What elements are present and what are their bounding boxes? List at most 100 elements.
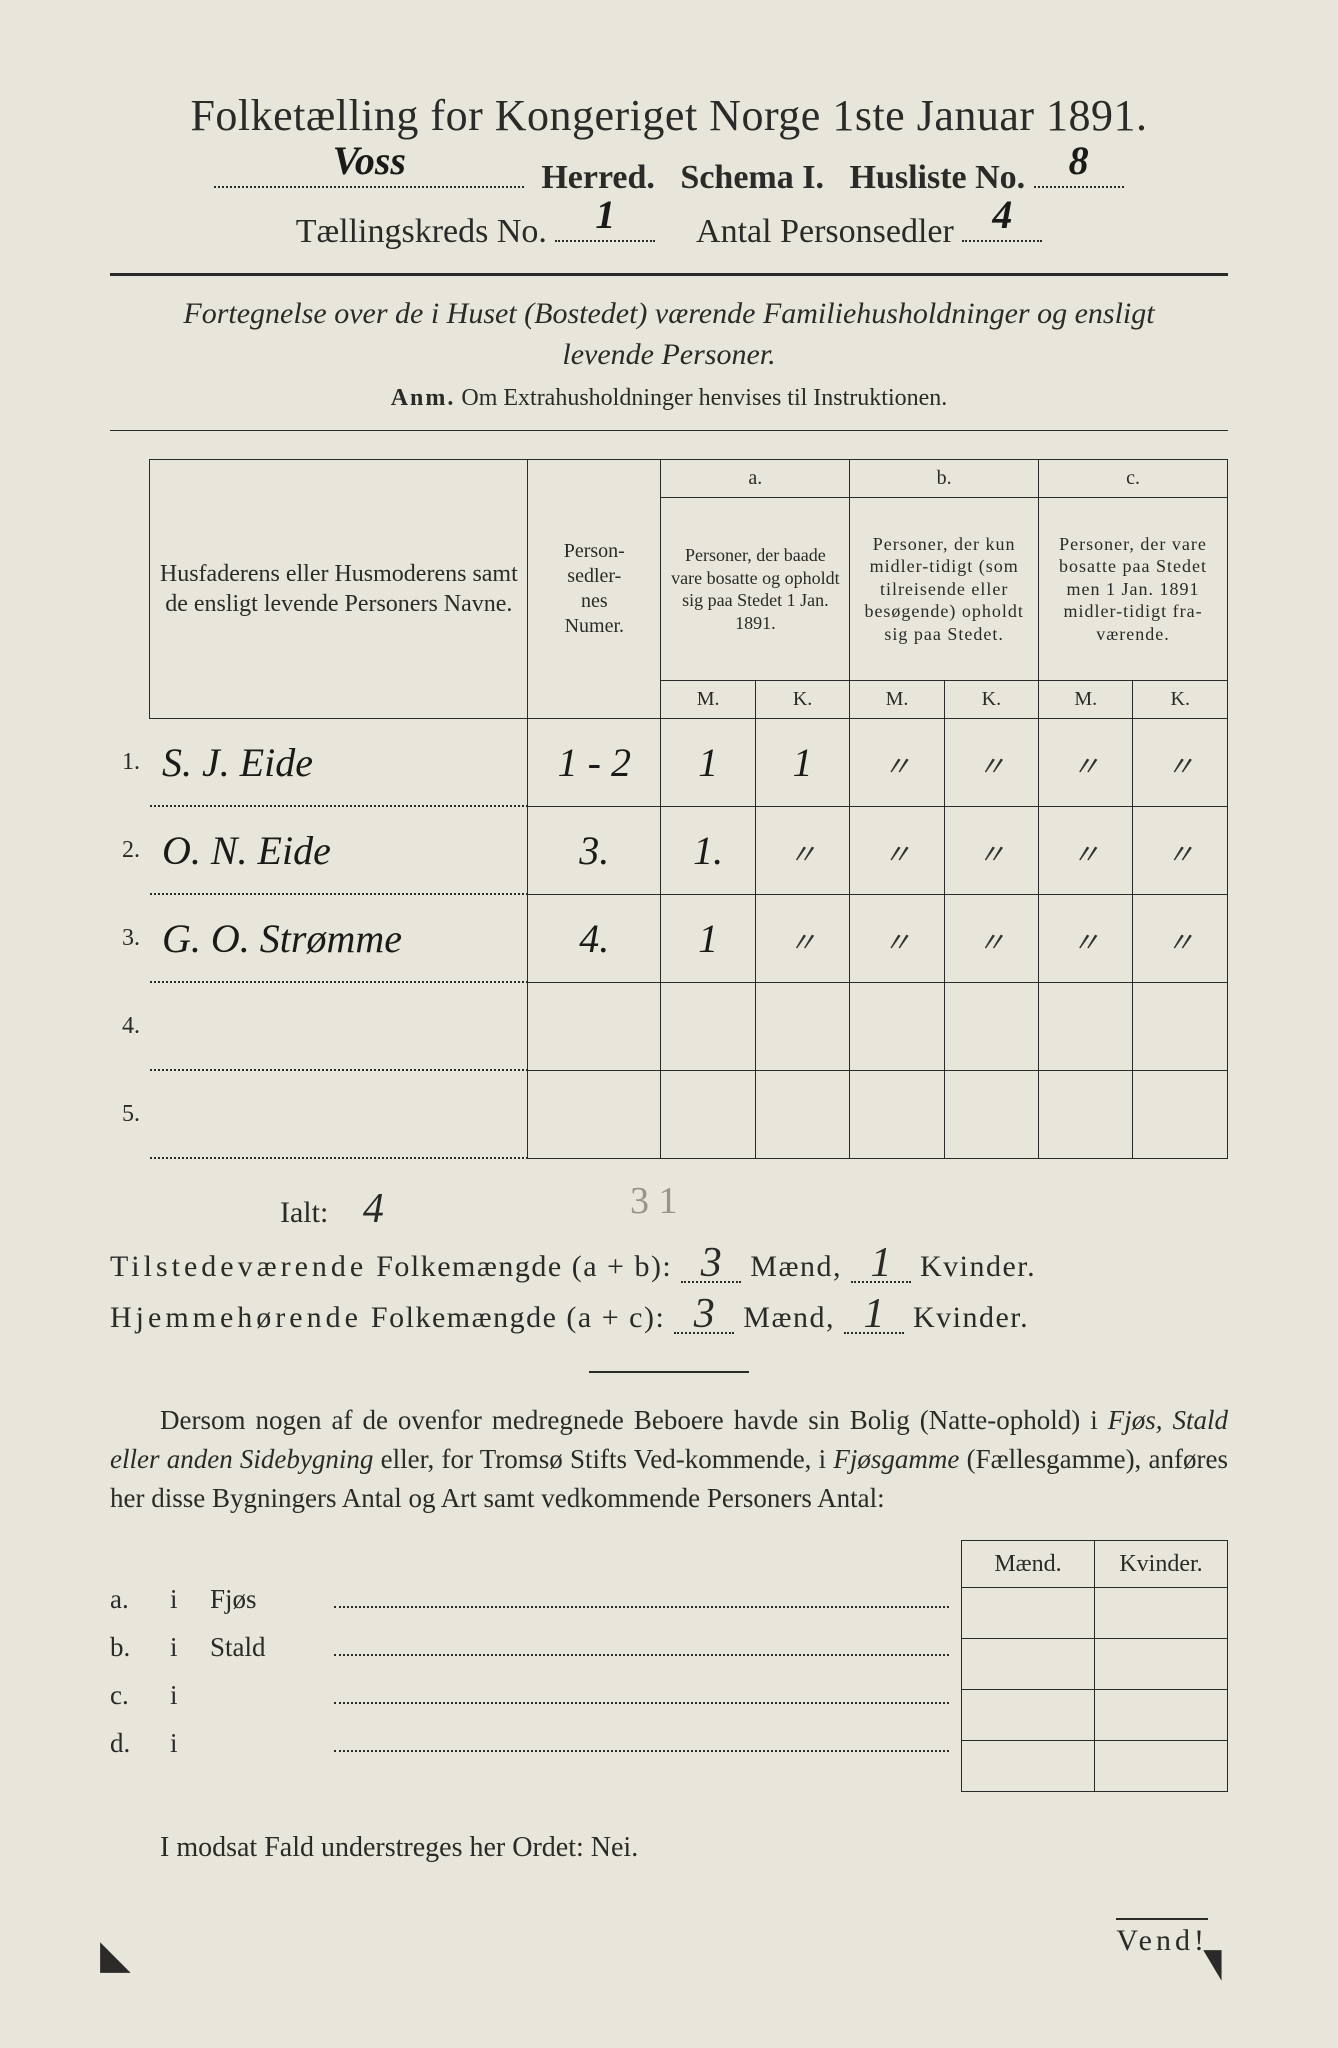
lower-lab: a. bbox=[110, 1584, 170, 1615]
lower-d-k bbox=[1095, 1741, 1228, 1792]
lower-i: i bbox=[170, 1632, 210, 1663]
a-k bbox=[755, 982, 849, 1070]
c-k bbox=[1133, 982, 1228, 1070]
th-names: Husfaderens eller Husmoderens samt de en… bbox=[150, 460, 528, 719]
b-k bbox=[944, 1070, 1038, 1158]
th-a-label: a. bbox=[661, 460, 850, 498]
lower-lab: c. bbox=[110, 1680, 170, 1711]
pencil-note: 3 1 bbox=[630, 1179, 678, 1223]
b-m: 〃 bbox=[850, 806, 944, 894]
rule-1 bbox=[110, 273, 1228, 276]
kreds-no: 1 bbox=[555, 191, 655, 238]
b-m: 〃 bbox=[850, 719, 944, 807]
lower-head-k: Kvinder. bbox=[1095, 1541, 1228, 1588]
short-divider bbox=[589, 1371, 749, 1373]
vend-label: Vend! bbox=[1116, 1918, 1208, 1958]
th-a-m: M. bbox=[661, 681, 755, 719]
c-k bbox=[1133, 1070, 1228, 1158]
c-m: 〃 bbox=[1039, 894, 1133, 982]
a-m: 1. bbox=[661, 806, 755, 894]
table-row: 3.G. O. Strømme4.1〃〃〃〃〃 bbox=[110, 894, 1228, 982]
lower-a-k bbox=[1095, 1588, 1228, 1639]
lower-row: b.iStald bbox=[110, 1632, 953, 1680]
c-m: 〃 bbox=[1039, 806, 1133, 894]
lower-dots bbox=[334, 1605, 949, 1608]
th-numer: Person- sedler- nes Numer. bbox=[528, 460, 661, 719]
ialt-value: 4 bbox=[343, 1185, 403, 1233]
main-table: Husfaderens eller Husmoderens samt de en… bbox=[110, 459, 1228, 1159]
subtitle-line1: Fortegnelse over de i Huset (Bostedet) v… bbox=[183, 297, 1154, 330]
rule-thin-1 bbox=[110, 430, 1228, 431]
anm-line: Anm. Om Extrahusholdninger henvises til … bbox=[110, 385, 1228, 412]
nei-line: I modsat Fald understreges her Ordet: Ne… bbox=[110, 1832, 1228, 1864]
subtitle-line2: levende Personer. bbox=[562, 338, 775, 371]
row-number: 1. bbox=[110, 719, 150, 807]
header-line-2: Voss Herred. Schema I. Husliste No. 8 bbox=[110, 159, 1228, 197]
name-cell bbox=[150, 1070, 528, 1158]
tilstede-line: Tilstedeværende Folkemængde (a + b): 3 M… bbox=[110, 1247, 1228, 1284]
th-c-m: M. bbox=[1039, 681, 1133, 719]
table-row: 1.S. J. Eide1 - 211〃〃〃〃 bbox=[110, 719, 1228, 807]
lower-txt: Stald bbox=[210, 1632, 330, 1663]
c-m bbox=[1039, 1070, 1133, 1158]
c-m bbox=[1039, 982, 1133, 1070]
para-t1: Dersom nogen af de ovenfor medregnede Be… bbox=[160, 1405, 1108, 1435]
para-t2: eller, for Tromsø Stifts Ved-kommende, i bbox=[373, 1444, 833, 1474]
numer-cell: 4. bbox=[528, 894, 661, 982]
maend-1: Mænd, bbox=[750, 1250, 842, 1283]
c-k: 〃 bbox=[1133, 719, 1228, 807]
row-number: 4. bbox=[110, 982, 150, 1070]
numer-cell: 1 - 2 bbox=[528, 719, 661, 807]
row-number: 5. bbox=[110, 1070, 150, 1158]
antal-value: 4 bbox=[962, 191, 1042, 238]
header-line-3: Tællingskreds No. 1 Antal Personsedler 4 bbox=[110, 213, 1228, 251]
th-c-text: Personer, der vare bosatte paa Stedet me… bbox=[1039, 498, 1228, 681]
th-a-text: Personer, der baade vare bosatte og opho… bbox=[661, 498, 850, 681]
antal-label: Antal Personsedler bbox=[696, 213, 954, 250]
lower-mk-table: Mænd. Kvinder. bbox=[961, 1540, 1228, 1792]
lower-d-m bbox=[962, 1741, 1095, 1792]
lower-lab: b. bbox=[110, 1632, 170, 1663]
a-k: 〃 bbox=[755, 894, 849, 982]
th-b-text: Personer, der kun midler-tidigt (som til… bbox=[850, 498, 1039, 681]
b-k: 〃 bbox=[944, 894, 1038, 982]
lower-left: a.iFjøsb.iStaldc.id.i bbox=[110, 1540, 953, 1792]
b-m bbox=[850, 982, 944, 1070]
lower-i: i bbox=[170, 1584, 210, 1615]
lower-c-m bbox=[962, 1690, 1095, 1741]
name-cell: O. N. Eide bbox=[150, 806, 528, 894]
th-c-k: K. bbox=[1133, 681, 1228, 719]
lower-i: i bbox=[170, 1728, 210, 1759]
a-m bbox=[661, 982, 755, 1070]
c-k: 〃 bbox=[1133, 806, 1228, 894]
name-cell: S. J. Eide bbox=[150, 719, 528, 807]
table-row: 2.O. N. Eide3.1.〃〃〃〃〃 bbox=[110, 806, 1228, 894]
lower-c-k bbox=[1095, 1690, 1228, 1741]
paragraph: Dersom nogen af de ovenfor medregnede Be… bbox=[110, 1401, 1228, 1518]
anm-label: Anm. bbox=[391, 385, 456, 411]
tilstede-m: 3 bbox=[681, 1247, 741, 1283]
anm-text: Om Extrahusholdninger henvises til Instr… bbox=[461, 385, 947, 411]
census-form-page: Folketælling for Kongeriget Norge 1ste J… bbox=[0, 0, 1338, 2048]
maend-2: Mænd, bbox=[743, 1301, 835, 1334]
corner-mark-right: ◣ bbox=[1203, 1945, 1221, 1992]
b-k: 〃 bbox=[944, 719, 1038, 807]
hjemme-m: 3 bbox=[674, 1298, 734, 1334]
lower-dots bbox=[334, 1701, 949, 1704]
ialt-row: Ialt: 4 3 1 bbox=[110, 1185, 1228, 1233]
c-m: 〃 bbox=[1039, 719, 1133, 807]
name-cell bbox=[150, 982, 528, 1070]
lower-head-m: Mænd. bbox=[962, 1541, 1095, 1588]
lower-txt: Fjøs bbox=[210, 1584, 330, 1615]
lower-row: d.i bbox=[110, 1728, 953, 1776]
th-b-m: M. bbox=[850, 681, 944, 719]
lower-row: a.iFjøs bbox=[110, 1584, 953, 1632]
subtitle: Fortegnelse over de i Huset (Bostedet) v… bbox=[110, 294, 1228, 375]
a-k: 1 bbox=[755, 719, 849, 807]
lower-b-m bbox=[962, 1639, 1095, 1690]
row-number: 2. bbox=[110, 806, 150, 894]
numer-cell bbox=[528, 982, 661, 1070]
th-c-label: c. bbox=[1039, 460, 1228, 498]
ialt-label: Ialt: bbox=[280, 1196, 328, 1229]
b-m: 〃 bbox=[850, 894, 944, 982]
